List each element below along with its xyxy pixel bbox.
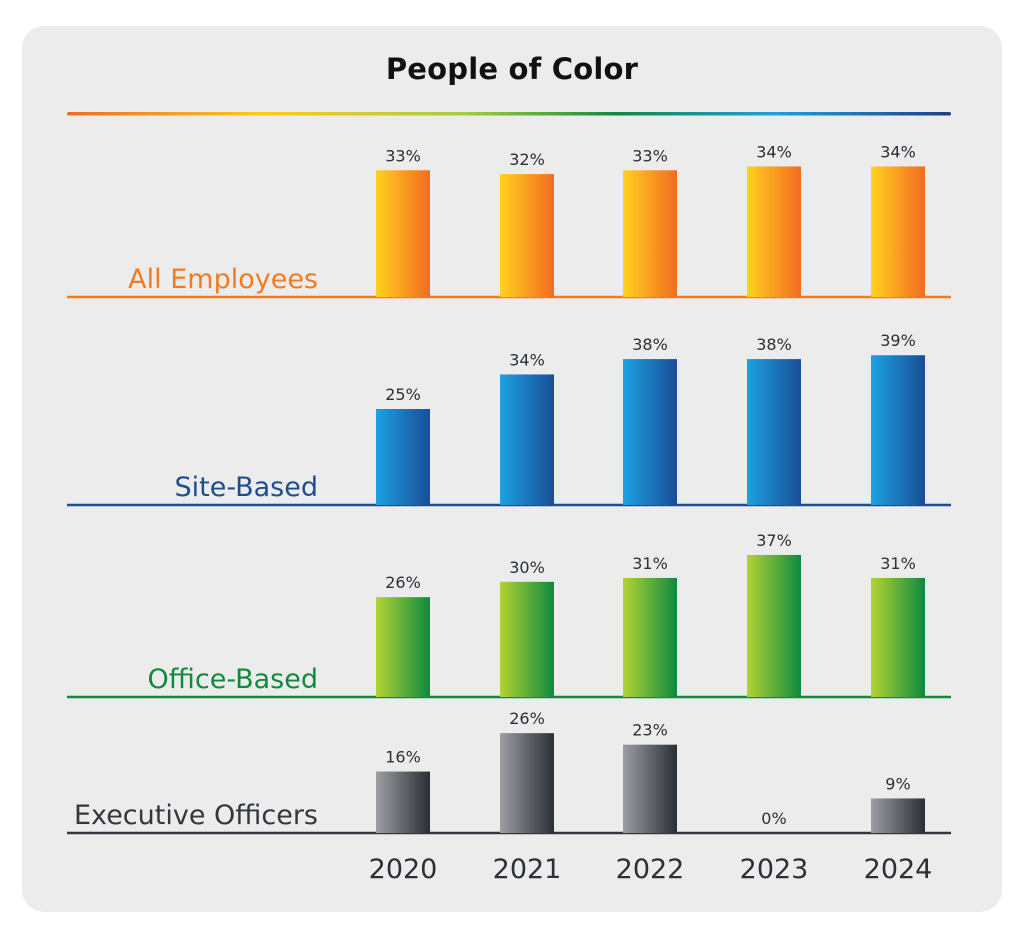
bar — [376, 771, 430, 833]
bar — [747, 359, 801, 505]
bar — [500, 374, 554, 505]
panel-label: Executive Officers — [74, 800, 318, 831]
data-label: 26% — [385, 573, 421, 592]
data-label: 37% — [756, 531, 792, 550]
bar — [500, 733, 554, 833]
panel-label: All Employees — [128, 264, 318, 295]
bar — [376, 409, 430, 505]
title-rainbow-divider — [67, 112, 951, 116]
bar — [747, 554, 801, 697]
data-label: 39% — [880, 331, 916, 350]
data-label: 34% — [880, 142, 916, 161]
x-tick-label: 2022 — [616, 854, 685, 885]
chart-title: People of Color — [385, 52, 639, 86]
data-label: 31% — [880, 554, 916, 573]
x-tick-label: 2021 — [493, 854, 562, 885]
bar — [376, 597, 430, 697]
bar — [500, 581, 554, 697]
data-label: 38% — [756, 335, 792, 354]
x-tick-label: 2020 — [369, 854, 438, 885]
bar — [871, 355, 925, 505]
data-label: 34% — [756, 142, 792, 161]
data-label: 34% — [509, 350, 545, 369]
data-label: 32% — [509, 150, 545, 169]
data-label: 30% — [509, 558, 545, 577]
data-label: 26% — [509, 709, 545, 728]
bar — [871, 798, 925, 833]
bar — [871, 166, 925, 297]
panel-label: Site-Based — [174, 472, 318, 503]
x-tick-label: 2023 — [740, 854, 809, 885]
data-label: 23% — [632, 721, 668, 740]
bar — [747, 166, 801, 297]
bar — [871, 577, 925, 697]
data-label: 33% — [632, 146, 668, 165]
data-label: 33% — [385, 146, 421, 165]
data-label: 0% — [761, 809, 786, 828]
data-label: 38% — [632, 335, 668, 354]
data-label: 25% — [385, 385, 421, 404]
bar — [623, 359, 677, 505]
bar — [500, 174, 554, 297]
data-label: 31% — [632, 554, 668, 573]
data-label: 9% — [885, 774, 910, 793]
bar — [623, 577, 677, 697]
bar — [623, 744, 677, 833]
x-tick-label: 2024 — [864, 854, 933, 885]
bar — [623, 170, 677, 297]
bar — [376, 170, 430, 297]
data-label: 16% — [385, 748, 421, 767]
panel-label: Office-Based — [148, 664, 318, 695]
